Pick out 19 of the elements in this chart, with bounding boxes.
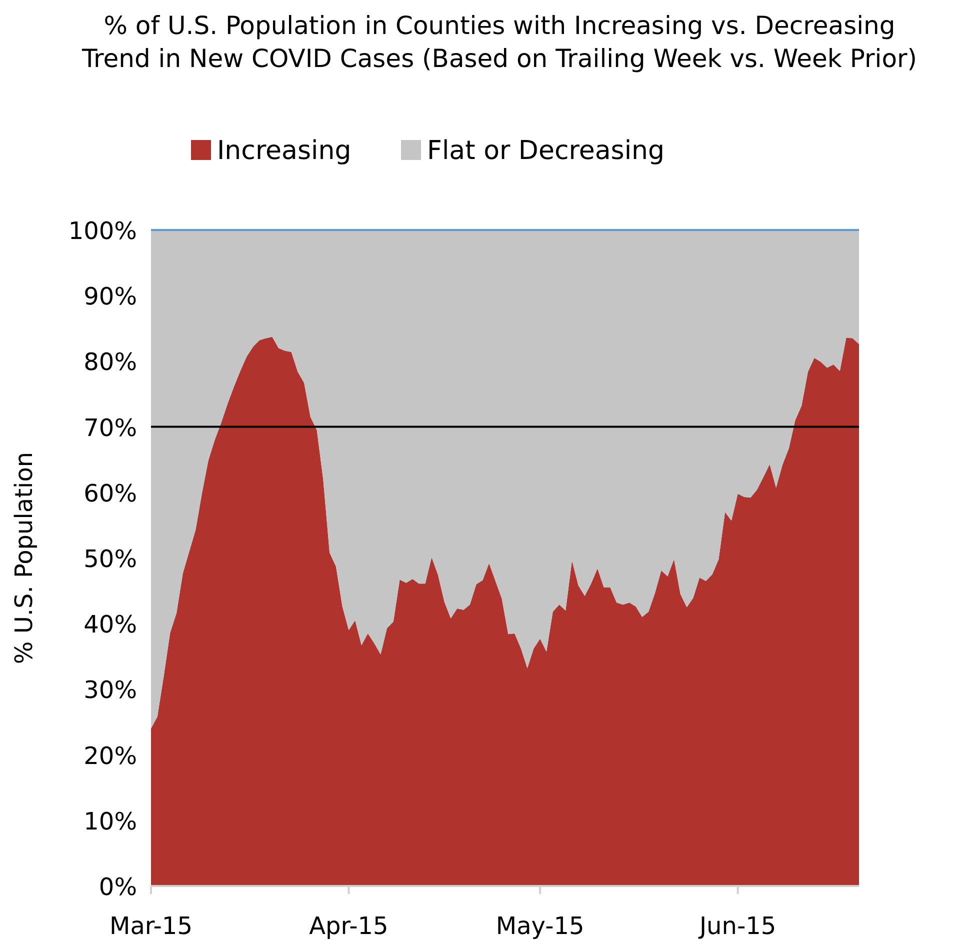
y-tick-label: 30%: [84, 676, 137, 704]
y-tick-label: 20%: [84, 742, 137, 770]
y-tick-label: 60%: [84, 479, 137, 508]
x-tick-label: Apr-15: [309, 912, 388, 940]
y-tick-label: 0%: [98, 873, 137, 901]
y-tick-label: 40%: [84, 610, 137, 639]
legend-label: Increasing: [217, 136, 352, 166]
x-tick-label: Mar-15: [110, 912, 192, 940]
y-tick-label: 80%: [84, 348, 137, 376]
y-tick-label: 100%: [68, 217, 137, 245]
chart-title: % of U.S. Population in Counties with Increasing vs. Decreasing Trend in New COVID Cases (Based on Trailing Week vs. Week Prior): [80, 11, 918, 73]
y-tick-label: 10%: [84, 807, 137, 836]
y-tick-label: 50%: [84, 545, 137, 573]
x-tick-label: Jun-15: [697, 912, 776, 940]
y-tick-label: 90%: [84, 282, 137, 311]
legend-label: Flat or Decreasing: [427, 136, 665, 166]
y-tick-label: 70%: [84, 414, 137, 442]
x-tick-label: May-15: [496, 912, 584, 940]
y-axis-title: % U.S. Population: [10, 452, 38, 664]
